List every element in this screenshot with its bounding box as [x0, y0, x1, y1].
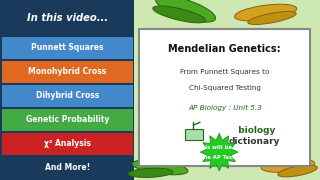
- Text: Monohybrid Cross: Monohybrid Cross: [28, 68, 106, 76]
- Text: Genetic Probability: Genetic Probability: [26, 116, 109, 125]
- FancyBboxPatch shape: [2, 60, 133, 83]
- FancyBboxPatch shape: [0, 0, 134, 180]
- FancyBboxPatch shape: [2, 132, 133, 155]
- Ellipse shape: [248, 12, 296, 24]
- Text: Dihybrid Cross: Dihybrid Cross: [36, 91, 99, 100]
- Text: dictionary: dictionary: [228, 137, 280, 146]
- Text: χ² Analysis: χ² Analysis: [44, 140, 91, 148]
- FancyBboxPatch shape: [139, 29, 310, 166]
- Text: And More!: And More!: [44, 163, 90, 172]
- Ellipse shape: [128, 168, 173, 177]
- Text: This will be on: This will be on: [197, 145, 241, 150]
- FancyBboxPatch shape: [2, 37, 133, 59]
- FancyBboxPatch shape: [185, 129, 203, 140]
- Ellipse shape: [235, 4, 297, 21]
- Ellipse shape: [261, 159, 315, 172]
- Ellipse shape: [278, 165, 317, 177]
- Text: biology: biology: [232, 126, 276, 135]
- Ellipse shape: [156, 0, 216, 22]
- Text: the AP Test!: the AP Test!: [201, 155, 237, 160]
- FancyBboxPatch shape: [2, 85, 133, 107]
- Text: Chi-Squared Testing: Chi-Squared Testing: [189, 85, 261, 91]
- Text: Mendelian Genetics:: Mendelian Genetics:: [169, 44, 281, 54]
- Text: Punnett Squares: Punnett Squares: [31, 44, 103, 53]
- FancyBboxPatch shape: [2, 109, 133, 131]
- Text: In this video...: In this video...: [27, 13, 108, 23]
- FancyBboxPatch shape: [2, 157, 133, 179]
- Polygon shape: [200, 133, 238, 171]
- Ellipse shape: [153, 6, 206, 23]
- Ellipse shape: [132, 160, 188, 175]
- Text: From Punnett Squares to: From Punnett Squares to: [180, 69, 269, 75]
- Text: AP Biology : Unit 5.3: AP Biology : Unit 5.3: [188, 105, 262, 111]
